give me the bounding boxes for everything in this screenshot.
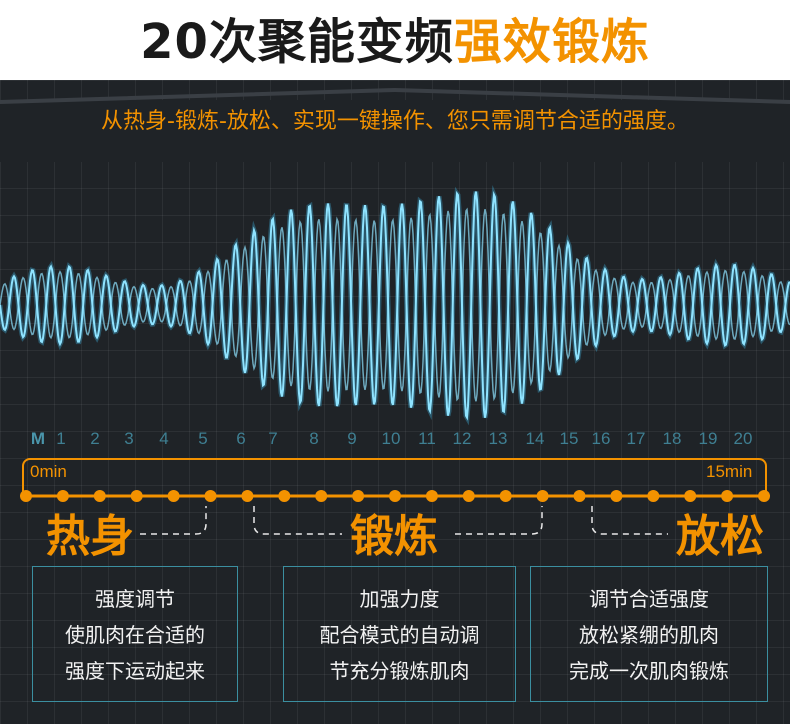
timeline-dot <box>20 490 32 502</box>
timeline-dot <box>167 490 180 502</box>
scale-label-1: 1 <box>56 429 66 448</box>
scale-label-14: 14 <box>525 429 545 448</box>
start-time-label: 0min <box>30 462 67 481</box>
header-area: 20次聚能变频强效锻炼 <box>0 0 790 88</box>
time-bracket <box>22 458 767 492</box>
scale-label-9: 9 <box>347 429 357 448</box>
timeline-dot <box>573 490 586 502</box>
info-box-line: 强度调节 <box>95 587 175 611</box>
info-box-line: 调节合适强度 <box>589 587 709 611</box>
headline-part-2: 强效锻炼 <box>453 14 650 70</box>
scale-label-6: 6 <box>236 429 246 448</box>
timeline-dot <box>130 490 143 502</box>
info-box-exercise: 加强力度 配合模式的自动调 节充分锻炼肌肉 <box>283 566 516 702</box>
scale-label-10: 10 <box>381 429 401 448</box>
headline: 20次聚能变频强效锻炼 <box>0 6 790 78</box>
timeline-dot <box>499 490 512 502</box>
timeline-dot <box>721 490 734 502</box>
wave-line-secondary <box>0 207 790 402</box>
info-box-line: 加强力度 <box>359 587 440 611</box>
scale-label-5: 5 <box>198 429 208 448</box>
exercise-bracket <box>253 506 543 535</box>
scale-label-20: 20 <box>733 429 753 448</box>
info-box-line: 配合模式的自动调 <box>319 623 480 647</box>
timeline-dot <box>204 490 217 502</box>
warmup-bracket <box>140 506 207 535</box>
info-box-line: 放松紧绷的肌肉 <box>579 623 719 647</box>
scale-label-m: M <box>30 429 46 448</box>
scale-label-15: 15 <box>559 429 579 448</box>
scale-label-7: 7 <box>268 429 278 448</box>
info-box-line: 强度下运动起来 <box>65 659 205 683</box>
timeline-dot <box>56 490 69 502</box>
timeline-dot <box>425 490 438 502</box>
phase-exercise: 锻炼 <box>350 511 438 562</box>
info-box-warmup: 强度调节 使肌肉在合适的 强度下运动起来 <box>32 566 238 702</box>
timeline-dot <box>241 490 254 502</box>
phase-warmup: 热身 <box>46 511 134 562</box>
info-box-line: 完成一次肌肉锻炼 <box>569 659 729 683</box>
wave-line <box>0 190 790 421</box>
timeline-dot <box>352 490 365 502</box>
timeline <box>20 490 770 535</box>
scale-label-12: 12 <box>452 429 472 448</box>
info-box-line: 使肌肉在合适的 <box>65 623 205 647</box>
relax-bracket <box>591 506 668 535</box>
scale-label-4: 4 <box>159 429 169 448</box>
end-time-label: 15min <box>706 462 753 481</box>
info-box-relax: 调节合适强度 放松紧绷的肌肉 完成一次肌肉锻炼 <box>530 566 768 702</box>
frequency-waveform <box>0 184 790 426</box>
timeline-dot <box>315 490 328 502</box>
panel-top-bevel <box>0 88 790 162</box>
scale-label-2: 2 <box>90 429 100 448</box>
timeline-dot <box>278 490 291 502</box>
subtitle: 从热身-锻炼-放松、实现一键操作、您只需调节合适的强度。 <box>101 109 689 134</box>
dark-grid-panel <box>0 80 790 724</box>
scale-label-18: 18 <box>662 429 682 448</box>
scale-label-3: 3 <box>124 429 134 448</box>
scale-label-13: 13 <box>488 429 508 448</box>
phase-relax: 放松 <box>676 511 764 562</box>
timeline-dot <box>93 490 106 502</box>
info-box-line: 节充分锻炼肌肉 <box>329 659 470 683</box>
timeline-dot <box>389 490 401 502</box>
scale-label-17: 17 <box>626 429 646 448</box>
timeline-dot <box>684 490 697 502</box>
scale-label-19: 19 <box>698 429 718 448</box>
scale-label-8: 8 <box>309 429 319 448</box>
scale-label-16: 16 <box>591 429 611 448</box>
timeline-dot <box>610 490 623 502</box>
timeline-dot <box>758 490 770 502</box>
timeline-dot <box>462 490 475 502</box>
mode-scale: M 1 2 3 4 5 6 7 8 9 10 11 12 13 14 15 16… <box>0 428 790 452</box>
timeline-dot <box>647 490 660 502</box>
scale-label-11: 11 <box>418 429 436 448</box>
timeline-dot <box>536 490 549 502</box>
headline-part-1: 20次聚能变频 <box>140 14 454 70</box>
